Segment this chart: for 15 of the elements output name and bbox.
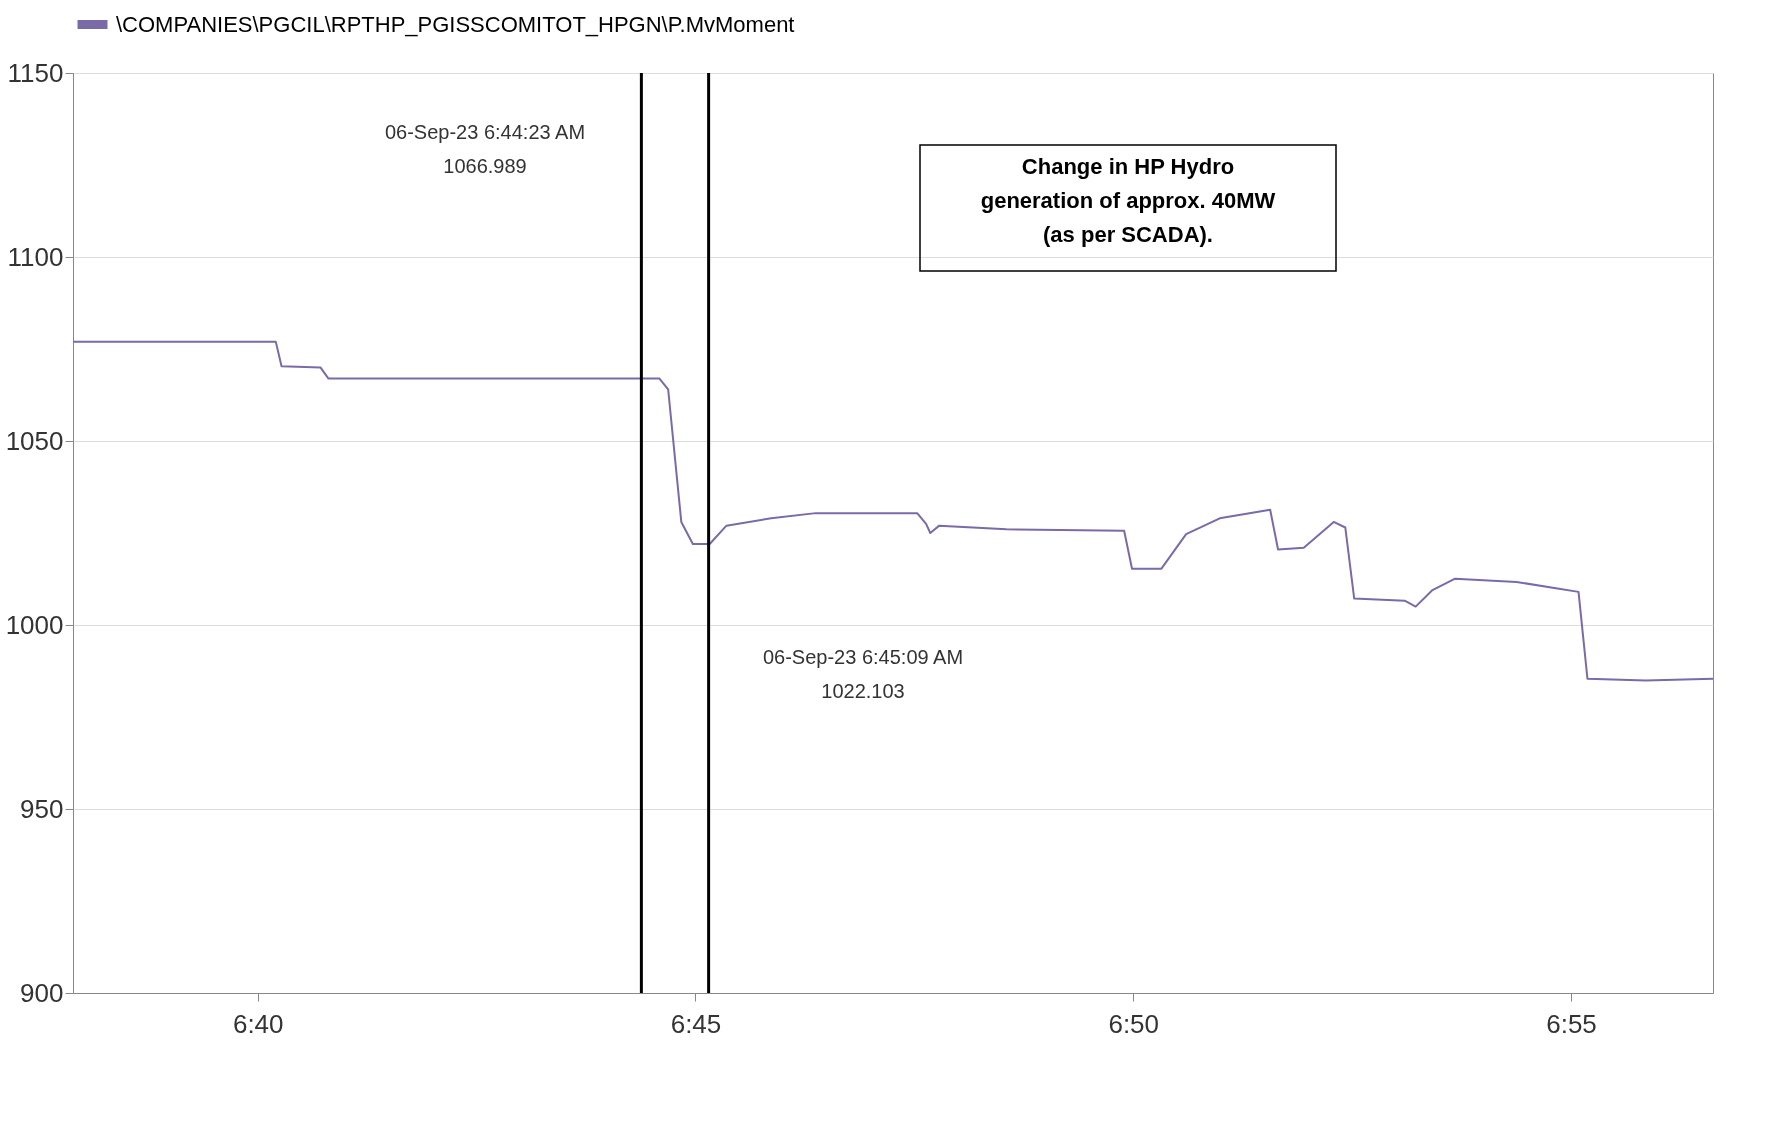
- y-tick-label: 950: [20, 793, 64, 824]
- x-tick-label: 6:50: [1108, 1008, 1160, 1039]
- annotation: 06-Sep-23 6:44:23 AM 1066.989: [384, 121, 586, 177]
- legend-label: \COMPANIES\PGCIL\RPTHP_PGISSCOMITOT_HPGN\P.MvMoment: [116, 11, 795, 37]
- x-tick-label: 6:45: [670, 1008, 722, 1039]
- annotation: 06-Sep-23 6:45:09 AM 1022.103: [762, 646, 964, 702]
- y-tick-label: 1100: [7, 241, 64, 272]
- x-tick-label: 6:55: [1546, 1008, 1597, 1039]
- line-series: [72, 340, 1714, 682]
- y-tick-label: 1050: [5, 425, 64, 456]
- annotation: Change in HP Hydro generation of approx. 40MW (as per SCADA).: [980, 154, 1276, 247]
- y-tick-label: 900: [20, 977, 64, 1008]
- y-tick-label: 1150: [7, 57, 64, 88]
- y-tick-label: 1000: [5, 609, 64, 640]
- x-tick-label: 6:40: [232, 1008, 284, 1039]
